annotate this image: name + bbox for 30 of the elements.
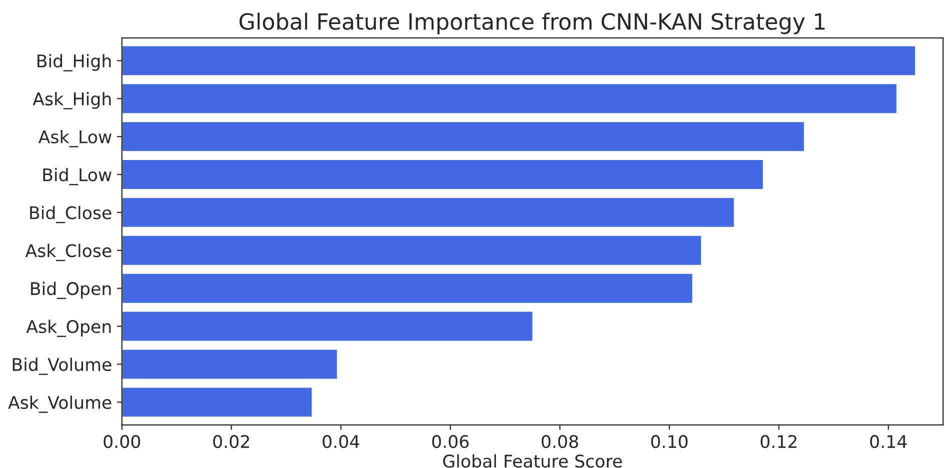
bar [122,310,534,342]
chart-title: Global Feature Importance from CNN-KAN Strategy 1 [240,12,825,34]
y-tick-label: Bid_Low [43,168,112,186]
y-tick-label: Ask_Volume [8,396,112,413]
y-tick-label: Bid_Open [31,282,111,300]
y-tick-label: Bid_Volume [12,358,112,375]
bar [122,196,736,228]
bar [122,120,806,152]
bar [122,44,916,77]
x-tick-label: 0.02 [213,434,249,448]
bar [122,272,694,304]
y-tick-label: Ask_Open [26,320,111,337]
bar [122,348,338,380]
bar [122,386,314,418]
x-tick-label: 0.14 [870,434,907,448]
x-tick-label: 0.10 [651,434,688,448]
bar [122,234,702,266]
y-tick-label: Ask_High [32,92,111,110]
y-tick-label: Bid_Close [30,206,112,224]
y-tick-label: Bid_High [38,54,111,72]
y-tick-label: Ask_Close [25,244,112,262]
bar [122,82,898,114]
x-tick-label: 0.08 [542,434,578,448]
bar [122,158,764,190]
x-tick-label: 0.00 [104,434,140,448]
y-tick-label: Ask_Low [38,130,112,148]
x-axis-title: Global Feature Score [443,454,622,468]
x-tick-label: 0.12 [760,434,796,448]
x-tick-label: 0.06 [432,434,469,448]
x-tick-label: 0.04 [322,434,360,448]
